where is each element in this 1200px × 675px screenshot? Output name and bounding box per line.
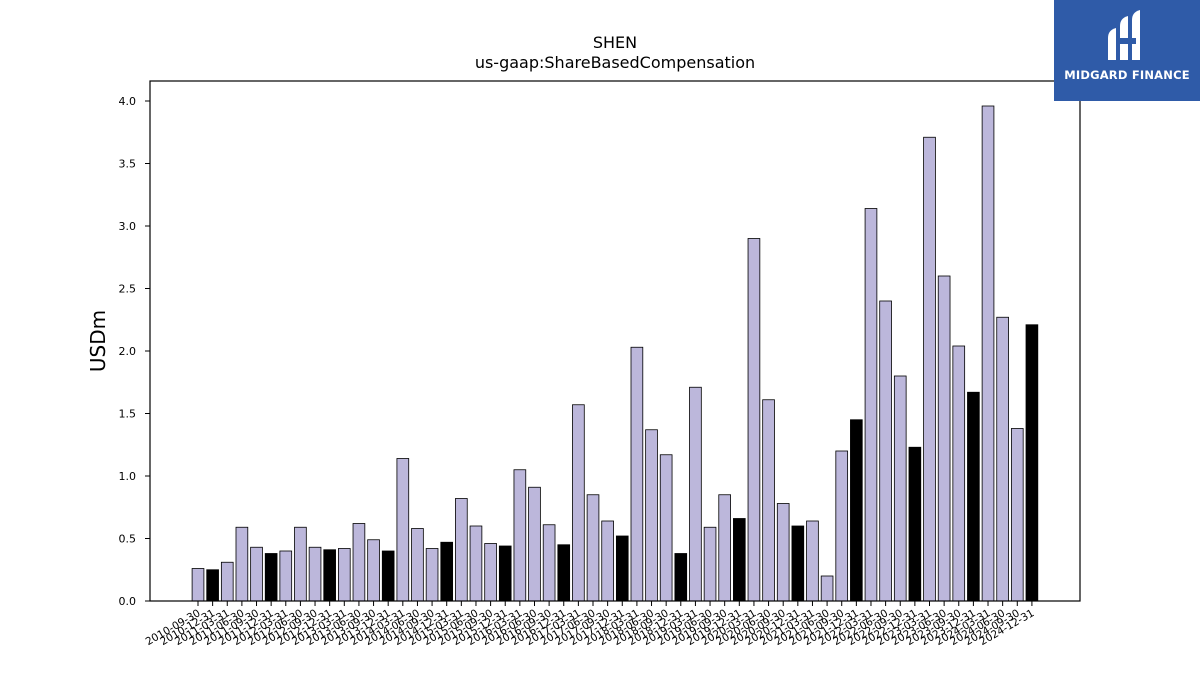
bar-2014-09-30 bbox=[425, 548, 439, 602]
bar-2017-06-30 bbox=[586, 494, 600, 602]
y-tick-label: 2.5 bbox=[119, 283, 137, 296]
bar-2020-12-31 bbox=[791, 525, 805, 602]
bar-2022-12-31 bbox=[908, 446, 922, 602]
y-tick-label: 1.0 bbox=[119, 470, 137, 483]
y-tick-label: 3.5 bbox=[119, 158, 137, 171]
chart-subtitle: us-gaap:ShareBasedCompensation bbox=[475, 53, 755, 72]
bar-2011-09-30 bbox=[250, 546, 263, 602]
bar-2016-03-31 bbox=[513, 469, 527, 602]
y-tick-label: 4.0 bbox=[119, 95, 137, 108]
bar-2012-03-31 bbox=[279, 550, 293, 602]
bar-2022-03-31 bbox=[864, 208, 878, 602]
bar-2020-03-31 bbox=[747, 238, 761, 602]
bar-2018-06-30 bbox=[645, 429, 658, 602]
bar-2015-03-31 bbox=[455, 498, 468, 602]
bar-2012-06-30 bbox=[294, 526, 307, 602]
bar-2014-12-31 bbox=[440, 541, 454, 602]
midgard-logo-icon bbox=[1108, 10, 1140, 60]
bar-2016-09-30 bbox=[542, 524, 556, 602]
plot-area-frame bbox=[149, 80, 1081, 602]
y-tick-label: 0.5 bbox=[119, 533, 137, 546]
bar-2017-03-31 bbox=[572, 404, 585, 602]
y-tick-label: 1.5 bbox=[119, 408, 137, 421]
bar-2023-09-30 bbox=[952, 345, 966, 602]
bar-2013-06-30 bbox=[352, 523, 366, 602]
bar-2021-06-30 bbox=[820, 575, 834, 602]
bar-2017-09-30 bbox=[601, 520, 614, 602]
y-tick-label: 2.0 bbox=[119, 345, 137, 358]
bar-2010-12-31 bbox=[206, 569, 219, 602]
bar-2023-12-31 bbox=[967, 391, 980, 602]
bar-2011-06-30 bbox=[235, 526, 249, 602]
bar-series bbox=[191, 105, 1039, 602]
bar-2023-03-31 bbox=[923, 136, 936, 602]
bar-2015-06-30 bbox=[469, 525, 483, 602]
bar-2024-06-30 bbox=[996, 316, 1009, 602]
bar-2024-09-30 bbox=[1010, 428, 1024, 602]
bar-2012-12-31 bbox=[323, 549, 336, 602]
y-axis-ticks: 0.0 0.5 1.0 1.5 2.0 2.5 3.0 3.5 4.0 bbox=[119, 95, 150, 608]
bar-2012-09-30 bbox=[308, 546, 322, 602]
bar-2011-03-31 bbox=[220, 561, 234, 602]
bar-2016-06-30 bbox=[528, 486, 541, 602]
bar-2018-09-30 bbox=[659, 454, 673, 602]
bar-2019-06-30 bbox=[703, 526, 717, 602]
bar-2020-09-30 bbox=[776, 503, 790, 602]
bar-2015-12-31 bbox=[498, 545, 512, 602]
bar-2021-09-30 bbox=[835, 450, 849, 602]
bar-2020-06-30 bbox=[762, 399, 775, 602]
bar-2018-12-31 bbox=[674, 553, 688, 602]
bar-2017-12-31 bbox=[615, 535, 629, 602]
y-tick-label: 3.0 bbox=[119, 220, 137, 233]
bar-2010-09-30 bbox=[191, 568, 205, 602]
bar-2016-12-31 bbox=[557, 544, 571, 602]
y-axis-label: USDm bbox=[86, 310, 110, 372]
bar-2013-12-31 bbox=[381, 550, 395, 602]
bar-2018-03-31 bbox=[630, 346, 644, 602]
bar-2024-03-31 bbox=[981, 105, 995, 602]
logo-text: MIDGARD FINANCE bbox=[1064, 68, 1190, 82]
bar-2013-09-30 bbox=[367, 539, 380, 602]
bar-2014-03-31 bbox=[396, 458, 410, 602]
bar-2013-03-31 bbox=[337, 548, 351, 602]
bar-2023-06-30 bbox=[937, 275, 951, 602]
x-axis-ticks: 2010-09-302010-12-312011-03-312011-06-30… bbox=[144, 601, 1036, 648]
bar-2021-03-31 bbox=[806, 520, 819, 602]
bar-2015-09-30 bbox=[484, 543, 497, 602]
bar-2022-09-30 bbox=[893, 375, 907, 602]
bar-2022-06-30 bbox=[879, 300, 892, 602]
bar-2014-06-30 bbox=[411, 528, 424, 602]
y-tick-label: 0.0 bbox=[119, 595, 137, 608]
bar-2011-12-31 bbox=[264, 553, 278, 602]
chart-title: SHEN bbox=[593, 33, 637, 52]
bar-2024-12-31 bbox=[1025, 324, 1039, 602]
bar-2019-03-31 bbox=[689, 386, 702, 602]
brand-logo: MIDGARD FINANCE bbox=[1054, 0, 1200, 101]
bar-2019-12-31 bbox=[733, 518, 746, 602]
bar-2019-09-30 bbox=[718, 494, 731, 602]
bar-2021-12-31 bbox=[850, 419, 863, 602]
